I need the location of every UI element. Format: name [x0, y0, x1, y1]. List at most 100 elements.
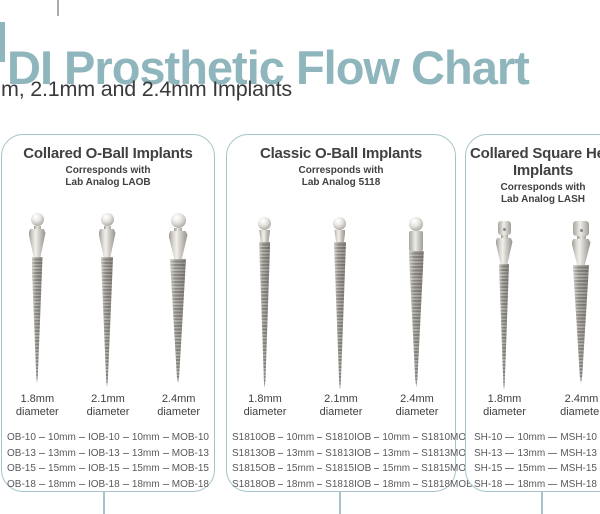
implant-collar	[28, 229, 46, 257]
square-head	[573, 221, 589, 236]
connector-dash	[38, 452, 46, 454]
diameter-word: diameter	[86, 406, 130, 418]
square-head	[497, 221, 511, 235]
connector-dash	[122, 452, 129, 454]
part-number: MSH-18	[560, 478, 597, 490]
implant-figure-1-8mm	[258, 217, 272, 388]
implant-collar	[571, 239, 591, 265]
length-value: 10mm	[131, 432, 160, 443]
o-ball-head	[170, 213, 186, 228]
panel-classic-o-ball: Classic O-Ball Implants Corresponds with…	[226, 134, 473, 494]
part-number: S1815IOB	[325, 463, 372, 474]
diameter-word: diameter	[319, 406, 363, 418]
connector-dash	[505, 483, 515, 485]
diameter-labels: 1.8mm diameter 2.1mm diameter 2.4mm diam…	[227, 393, 455, 419]
panel-title: Collared Square Head Implants	[470, 145, 600, 179]
table-row: SH-13 13mm MSH-13	[474, 448, 597, 459]
part-number-table: OB-10 10mm IOB-10 10mm MOB-10 OB-13 13mm…	[2, 432, 214, 494]
table-row: OB-15 15mm IOB-15 15mm MOB-15	[7, 463, 209, 474]
connector-dash	[505, 437, 515, 438]
diameter-label: 1.8mm diameter	[16, 393, 59, 419]
connector-dash	[122, 468, 129, 469]
part-number: IOB-15	[87, 463, 120, 474]
connector-dash	[317, 437, 323, 438]
o-ball-head	[30, 213, 44, 226]
length-value: 18mm	[382, 478, 411, 490]
connector-dash	[162, 437, 169, 438]
diameter-word: diameter	[560, 406, 600, 418]
diameter-label: 2.1mm diameter	[87, 393, 130, 419]
panel-collared-o-ball: Collared O-Ball Implants Corresponds wit…	[1, 134, 215, 492]
part-number: S1818IOB	[325, 478, 372, 490]
lab-analog-line: Lab Analog 5118	[301, 177, 381, 188]
length-value: 15mm	[131, 463, 160, 474]
threaded-body	[499, 264, 509, 390]
cropped-letter-fragment	[0, 22, 5, 62]
part-number-table: S1810OB 10mm S1810IOB 10mm S1810MOB S181…	[227, 432, 473, 494]
corresponds-note: Corresponds with Lab Analog LASH	[466, 182, 600, 206]
o-ball-head	[409, 217, 424, 231]
table-row: SH-10 10mm MSH-10	[474, 432, 597, 443]
part-number: S1815OB	[232, 463, 276, 474]
connector-dash	[374, 437, 380, 438]
implant-figures	[227, 217, 455, 390]
part-number: OB-10	[7, 432, 36, 443]
part-number: OB-13	[7, 447, 36, 459]
part-number: SH-10	[474, 432, 503, 443]
length-value: 10mm	[48, 432, 76, 443]
part-number: SH-13	[474, 447, 503, 459]
threaded-body	[333, 242, 346, 390]
diameter-label: 1.8mm diameter	[483, 393, 526, 419]
connector-dash	[38, 483, 46, 485]
o-ball-head	[100, 213, 114, 226]
panel-collared-square-head: Collared Square Head Implants Correspond…	[465, 134, 600, 492]
diameter-label: 1.8mm diameter	[244, 393, 287, 419]
diameter-word: diameter	[157, 406, 201, 418]
connector-dash	[162, 452, 169, 454]
diameter-size: 2.1mm	[324, 393, 358, 405]
implant-neck	[500, 235, 508, 238]
diameter-size: 1.8mm	[487, 393, 522, 405]
length-value: 10mm	[286, 432, 315, 443]
length-value: 18mm	[286, 478, 315, 490]
connector-dash	[38, 437, 46, 438]
length-value: 13mm	[131, 447, 160, 459]
implant-neck	[576, 236, 586, 239]
length-value: 18mm	[48, 478, 76, 490]
panel-title-line: Classic O-Ball Implants	[259, 145, 423, 162]
threaded-body	[101, 257, 113, 387]
connector-dash	[548, 437, 558, 438]
part-number: IOB-10	[87, 432, 120, 443]
corresponds-note: Corresponds with Lab Analog LAOB	[2, 165, 214, 189]
part-number: S1810OB	[232, 432, 276, 443]
connector-dash	[78, 468, 85, 469]
connector-dash	[505, 468, 515, 469]
connector-dash	[78, 452, 85, 454]
part-number: S1818MOB	[421, 478, 473, 490]
connector-dash	[162, 483, 169, 485]
connector-dash	[78, 437, 85, 438]
connector-dash	[548, 452, 558, 454]
part-number: MOB-15	[171, 463, 209, 474]
connector-dash	[548, 468, 558, 469]
part-number: IOB-13	[87, 447, 120, 459]
diameter-size: 2.4mm	[161, 393, 196, 405]
connector-dash	[413, 437, 419, 438]
implant-figures	[2, 213, 214, 387]
implant-neck	[103, 226, 111, 229]
part-number: MSH-10	[560, 432, 597, 443]
connector-dash	[38, 468, 46, 469]
diameter-word: diameter	[483, 406, 526, 418]
implant-collar	[98, 229, 116, 257]
connector-dash	[278, 452, 284, 454]
lab-analog-line: Lab Analog LAOB	[65, 177, 151, 188]
diameter-word: diameter	[243, 406, 287, 418]
length-value: 15mm	[286, 463, 315, 474]
o-ball-head	[333, 217, 347, 230]
table-row: SH-15 15mm MSH-15	[474, 463, 597, 474]
panel-title: Collared O-Ball Implants	[6, 145, 210, 162]
table-row: S1818OB 18mm S1818IOB 18mm S1818MOB	[232, 478, 473, 490]
implant-figure-1-8mm	[28, 213, 46, 383]
connector-dash	[413, 452, 419, 454]
